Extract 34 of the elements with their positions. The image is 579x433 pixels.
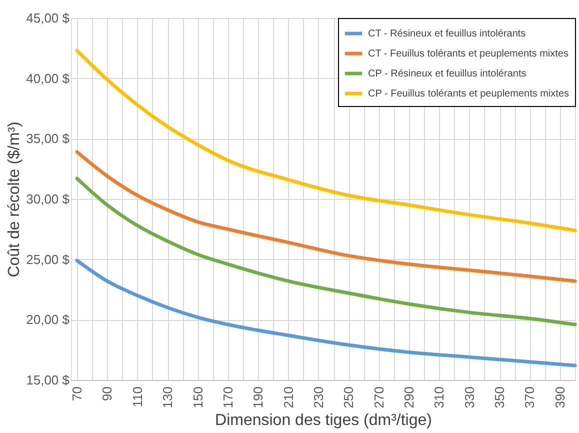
x-tick-label: 270	[371, 386, 386, 408]
y-tick-label: 25,00 $	[26, 252, 70, 267]
y-tick-label: 30,00 $	[26, 192, 70, 206]
x-tick-label: 110	[130, 386, 145, 408]
line-series	[75, 258, 577, 368]
x-tick-label: 230	[310, 386, 326, 408]
legend-label: CP - Feuillus tolérants et peuplements mixtes	[368, 88, 570, 100]
y-tick-label: 20,00 $	[26, 312, 70, 328]
x-tick-label: 210	[280, 386, 296, 408]
line-series	[75, 150, 577, 283]
y-tick-label: 15,00 $	[26, 372, 70, 388]
x-tick-label: 290	[402, 386, 417, 408]
x-tick-label: 70	[70, 386, 85, 401]
y-axis-title: Coût de récolte ($/m³)	[6, 122, 24, 278]
x-tick-label: 170	[220, 386, 236, 408]
x-tick-label: 350	[492, 386, 508, 408]
x-tick-label: 330	[462, 386, 477, 408]
y-tick-label: 45,00 $	[26, 10, 70, 26]
x-tick-label: 190	[250, 386, 266, 408]
x-tick-label: 250	[341, 386, 356, 408]
x-tick-label: 390	[552, 386, 568, 408]
x-tick-label: 310	[432, 386, 447, 408]
y-tick-label: 40,00 $	[26, 70, 70, 86]
legend-label: CP - Résineux et feuillus intolérants	[368, 68, 526, 80]
x-tick-label: 370	[522, 386, 538, 408]
legend-label: CT - Feuillus tolérants et peuplements mixtes	[368, 48, 568, 60]
line-series	[75, 176, 577, 326]
y-tick-label: 35,00 $	[26, 131, 70, 146]
line-series	[75, 48, 577, 232]
legend-label: CT - Résineux et feuillus intolérants	[368, 28, 526, 40]
x-axis-title: Dimension des tiges (dm³/tige)	[215, 412, 432, 430]
x-tick-label: 130	[160, 386, 176, 408]
x-tick-label: 90	[100, 386, 115, 401]
x-tick-label: 150	[190, 386, 206, 408]
